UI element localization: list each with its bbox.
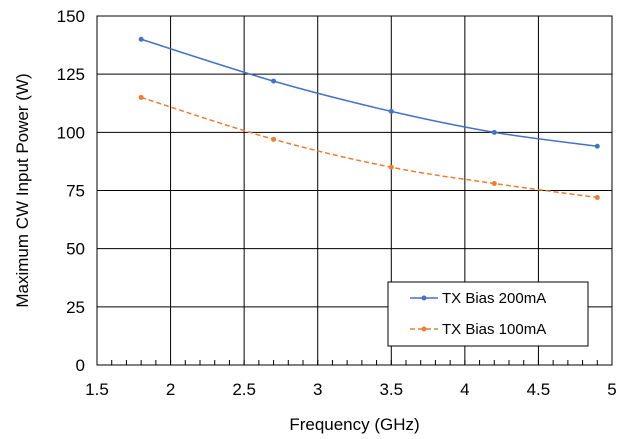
legend-item-1: TX Bias 200mA [410, 290, 546, 307]
series-line [140, 96, 598, 199]
y-tick-label: 50 [66, 240, 85, 259]
y-tick-label: 25 [66, 298, 85, 317]
x-tick-label: 4.5 [527, 380, 551, 399]
legend: TX Bias 200mA TX Bias 100mA [387, 281, 589, 347]
data-point [138, 36, 144, 42]
series-layer [138, 36, 600, 200]
x-tick-label: 4 [460, 380, 469, 399]
legend-item-2: TX Bias 100mA [410, 321, 546, 338]
data-point [271, 136, 277, 142]
series-line [140, 38, 598, 148]
data-point [388, 164, 394, 170]
tick-labels: 0 25 50 75 100 125 150 1.5 2 2.5 3 3.5 4 4.5 5 [57, 7, 617, 399]
data-point [388, 108, 394, 114]
legend-swatch-marker [421, 326, 427, 332]
x-minor-ticks [96, 360, 613, 365]
y-tick-label: 75 [66, 182, 85, 201]
x-tick-label: 3 [313, 380, 322, 399]
y-tick-label: 150 [57, 7, 85, 26]
legend-label: TX Bias 100mA [442, 321, 546, 338]
data-point [491, 129, 497, 135]
x-tick-label: 5 [607, 380, 616, 399]
data-point [271, 78, 277, 84]
legend-swatch-marker [421, 295, 427, 301]
x-tick-label: 2.5 [232, 380, 256, 399]
x-axis-title: Frequency (GHz) [289, 415, 419, 434]
x-tick-label: 3.5 [379, 380, 403, 399]
x-tick-label: 1.5 [85, 380, 109, 399]
data-point [594, 143, 600, 149]
data-point [138, 94, 144, 100]
series-1 [138, 36, 600, 149]
legend-box [387, 281, 589, 347]
series-2 [138, 94, 600, 200]
legend-label: TX Bias 200mA [442, 290, 546, 307]
plot-area-border [96, 15, 613, 366]
y-tick-label: 0 [76, 356, 85, 375]
data-point [594, 194, 600, 200]
x-tick-label: 2 [166, 380, 175, 399]
y-axis-title: Maximum CW Input Power (W) [13, 73, 32, 307]
y-tick-label: 100 [57, 123, 85, 142]
y-tick-label: 125 [57, 65, 85, 84]
data-point [491, 181, 497, 187]
